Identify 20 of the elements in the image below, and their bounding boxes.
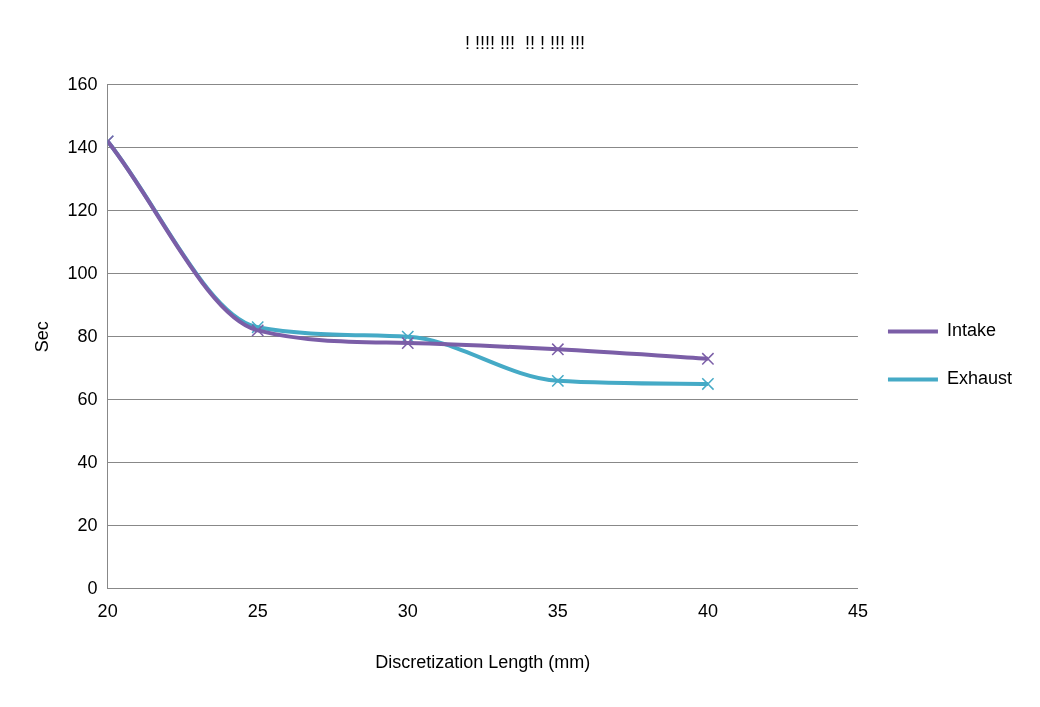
y-axis-title: Sec [31, 321, 52, 353]
legend-label: Exhaust [946, 368, 1013, 389]
x-tick-label: 40 [697, 600, 718, 621]
y-tick-label: 120 [67, 199, 98, 220]
y-tick-label: 100 [67, 262, 98, 283]
y-tick-label: 20 [77, 514, 98, 535]
x-tick-label: 30 [397, 600, 418, 621]
x-tick-label: 45 [847, 600, 868, 621]
y-tick-label: 160 [67, 73, 98, 94]
legend-label: Intake [946, 320, 997, 341]
chart-title: ! !!!! !!! !! ! !!! !!! [464, 32, 586, 53]
x-tick-label: 25 [247, 600, 268, 621]
y-tick-label: 0 [87, 577, 98, 598]
y-tick-label: 40 [77, 451, 98, 472]
y-tick-label: 60 [77, 388, 98, 409]
x-tick-label: 35 [547, 600, 568, 621]
y-tick-label: 80 [77, 325, 98, 346]
x-axis-title: Discretization Length (mm) [375, 652, 591, 673]
y-tick-label: 140 [67, 136, 98, 157]
x-tick-label: 20 [97, 600, 118, 621]
